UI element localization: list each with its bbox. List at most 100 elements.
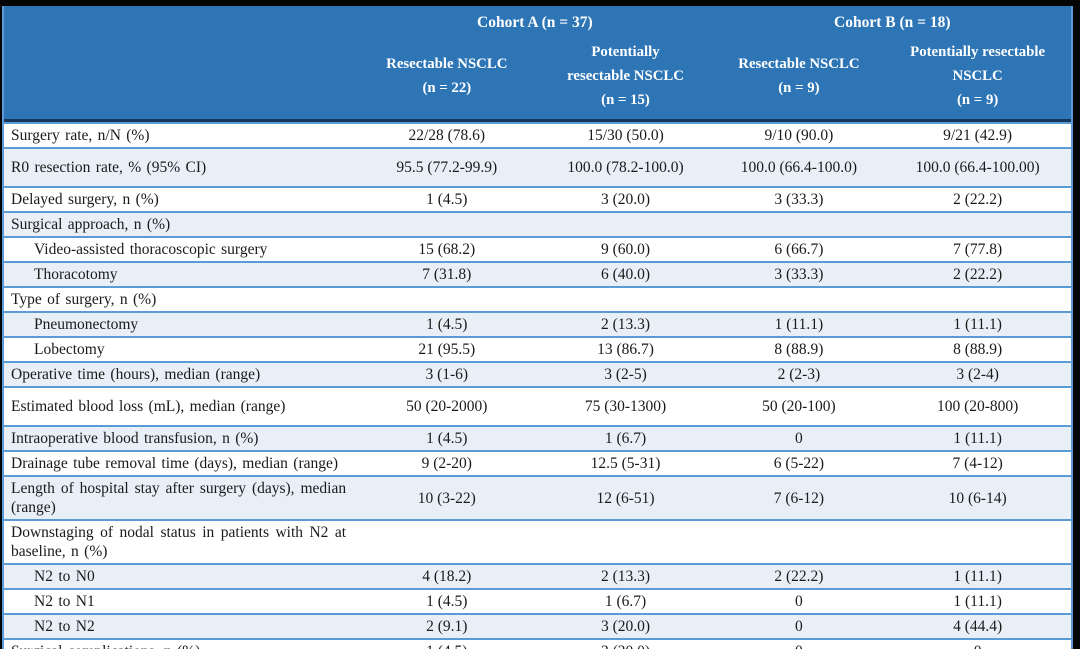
value-cell: 9/10 (90.0) [713, 122, 885, 147]
value-cell: 9 (60.0) [537, 236, 714, 261]
row-label: Lobectomy [4, 336, 357, 361]
value-cell [537, 286, 714, 311]
table-row: Drainage tube removal time (days), media… [4, 450, 1071, 475]
value-cell: 3 (1-6) [356, 361, 538, 386]
value-cell: 1 (11.1) [884, 588, 1071, 613]
value-cell: 1 (11.1) [884, 311, 1071, 336]
value-cell: 0 [713, 613, 885, 638]
value-cell: 1 (11.1) [713, 311, 885, 336]
value-cell: 0 [713, 588, 885, 613]
corner-cell [4, 6, 357, 37]
table-row: N2 to N2 2 (9.1) 3 (20.0) 0 4 (44.4) [4, 613, 1071, 638]
table-header: Cohort A (n = 37) Cohort B (n = 18) Rese… [4, 6, 1071, 122]
value-cell: 3 (20.0) [537, 613, 714, 638]
row-label: N2 to N0 [4, 563, 357, 588]
value-cell: 12 (6-51) [537, 475, 714, 519]
value-cell: 2 (2-3) [713, 361, 885, 386]
value-cell [713, 286, 885, 311]
value-cell: 1 (4.5) [356, 311, 538, 336]
value-cell: 50 (20-2000) [356, 386, 538, 425]
table-row: Intraoperative blood transfusion, n (%) 1… [4, 425, 1071, 450]
value-cell: 2 (13.3) [537, 311, 714, 336]
value-cell: 50 (20-100) [713, 386, 885, 425]
value-cell: 100.0 (66.4-100.00) [884, 147, 1071, 186]
table-row: Surgical approach, n (%) [4, 211, 1071, 236]
subgroup-header-row: Resectable NSCLC (n = 22) Potentially re… [4, 37, 1071, 122]
surgical-outcomes-table: Cohort A (n = 37) Cohort B (n = 18) Rese… [2, 6, 1073, 649]
value-cell: 10 (6-14) [884, 475, 1071, 519]
value-cell [713, 519, 885, 563]
value-cell: 100.0 (66.4-100.0) [713, 147, 885, 186]
row-label: Surgical complications, n (%) [4, 638, 357, 649]
table-row: Downstaging of nodal status in patients … [4, 519, 1071, 563]
value-cell [713, 211, 885, 236]
row-label: N2 to N1 [4, 588, 357, 613]
row-label: Length of hospital stay after surgery (d… [4, 475, 357, 519]
value-cell: 0 [713, 425, 885, 450]
value-cell: 1 (6.7) [537, 588, 714, 613]
value-cell: 7 (4-12) [884, 450, 1071, 475]
value-cell [884, 211, 1071, 236]
value-cell: 13 (86.7) [537, 336, 714, 361]
col-header-cohort-b-potentially-resectable: Potentially resectable NSCLC (n = 9) [884, 37, 1071, 122]
value-cell: 10 (3-22) [356, 475, 538, 519]
value-cell: 8 (88.9) [884, 336, 1071, 361]
row-label: Drainage tube removal time (days), media… [4, 450, 357, 475]
value-cell: 0 [713, 638, 885, 649]
value-cell: 6 (66.7) [713, 236, 885, 261]
table-row: N2 to N1 1 (4.5) 1 (6.7) 0 1 (11.1) [4, 588, 1071, 613]
value-cell: 1 (4.5) [356, 588, 538, 613]
col-header-cohort-a-resectable: Resectable NSCLC (n = 22) [356, 37, 538, 122]
value-cell: 9/21 (42.9) [884, 122, 1071, 147]
value-cell: 6 (40.0) [537, 261, 714, 286]
table-row: Thoracotomy 7 (31.8) 6 (40.0) 3 (33.3) 2 (22… [4, 261, 1071, 286]
value-cell: 100.0 (78.2-100.0) [537, 147, 714, 186]
value-cell: 7 (77.8) [884, 236, 1071, 261]
value-cell: 6 (5-22) [713, 450, 885, 475]
value-cell: 2 (9.1) [356, 613, 538, 638]
value-cell: 3 (2-4) [884, 361, 1071, 386]
table-row: Length of hospital stay after surgery (d… [4, 475, 1071, 519]
value-cell [884, 519, 1071, 563]
value-cell: 3 (20.0) [537, 638, 714, 649]
table-row: Estimated blood loss (mL), median (range… [4, 386, 1071, 425]
row-label: Operative time (hours), median (range) [4, 361, 357, 386]
table-row: Delayed surgery, n (%) 1 (4.5) 3 (20.0) 3 (… [4, 186, 1071, 211]
value-cell: 8 (88.9) [713, 336, 885, 361]
row-label: R0 resection rate, % (95% CI) [4, 147, 357, 186]
row-label: N2 to N2 [4, 613, 357, 638]
value-cell: 1 (11.1) [884, 425, 1071, 450]
value-cell: 3 (33.3) [713, 186, 885, 211]
value-cell: 4 (18.2) [356, 563, 538, 588]
value-cell: 21 (95.5) [356, 336, 538, 361]
value-cell: 2 (22.2) [713, 563, 885, 588]
table-row: N2 to N0 4 (18.2) 2 (13.3) 2 (22.2) 1 (11.1) [4, 563, 1071, 588]
table-row: R0 resection rate, % (95% CI) 95.5 (77.2-… [4, 147, 1071, 186]
cohort-group-row: Cohort A (n = 37) Cohort B (n = 18) [4, 6, 1071, 37]
row-label: Surgery rate, n/N (%) [4, 122, 357, 147]
cohort-a-group-header: Cohort A (n = 37) [356, 6, 714, 37]
row-label: Pneumonectomy [4, 311, 357, 336]
value-cell: 3 (2-5) [537, 361, 714, 386]
col-header-cohort-b-resectable: Resectable NSCLC (n = 9) [713, 37, 885, 122]
value-cell: 1 (6.7) [537, 425, 714, 450]
row-label: Video-assisted thoracoscopic surgery [4, 236, 357, 261]
value-cell: 0 [884, 638, 1071, 649]
row-label: Intraoperative blood transfusion, n (%) [4, 425, 357, 450]
value-cell: 7 (31.8) [356, 261, 538, 286]
value-cell [356, 211, 538, 236]
table-row: Surgical complications, n (%)1 (4.5)3 (2… [4, 638, 1071, 649]
value-cell [884, 286, 1071, 311]
col-header-cohort-a-potentially-resectable: Potentially resectable NSCLC (n = 15) [537, 37, 714, 122]
cohort-b-group-header: Cohort B (n = 18) [713, 6, 1071, 37]
value-cell: 95.5 (77.2-99.9) [356, 147, 538, 186]
value-cell [537, 519, 714, 563]
value-cell: 15/30 (50.0) [537, 122, 714, 147]
table-row: Surgery rate, n/N (%) 22/28 (78.6) 15/30 (… [4, 122, 1071, 147]
value-cell [537, 211, 714, 236]
value-cell: 2 (22.2) [884, 261, 1071, 286]
value-cell: 2 (22.2) [884, 186, 1071, 211]
value-cell [356, 286, 538, 311]
value-cell: 7 (6-12) [713, 475, 885, 519]
